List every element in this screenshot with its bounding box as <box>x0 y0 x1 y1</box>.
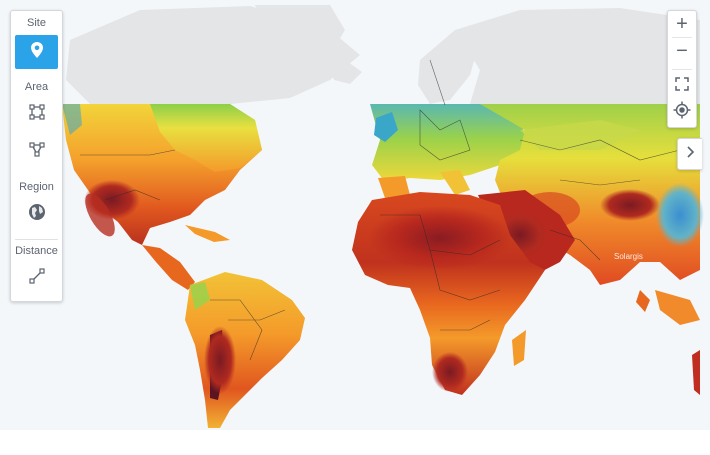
area-polygon-button[interactable] <box>15 97 58 131</box>
fullscreen-button[interactable] <box>668 73 696 99</box>
map-attribution: Solargis <box>614 252 643 261</box>
polygon-area-icon <box>28 103 46 126</box>
distance-label: Distance <box>15 245 58 257</box>
area-nodes-button[interactable] <box>15 135 58 169</box>
europe <box>370 104 530 198</box>
locate-button[interactable] <box>668 99 696 125</box>
south-america <box>185 272 305 428</box>
globe-icon <box>27 202 47 227</box>
chevron-right-icon <box>685 145 695 163</box>
location-pin-icon <box>29 41 45 64</box>
crosshair-icon <box>673 101 691 124</box>
zoom-divider <box>672 37 692 38</box>
expand-panel-button[interactable] <box>677 138 702 170</box>
fullscreen-icon <box>675 76 689 96</box>
site-button[interactable] <box>15 35 58 69</box>
africa <box>352 192 545 395</box>
node-tree-icon <box>28 141 46 164</box>
distance-button[interactable] <box>15 261 58 295</box>
zoom-in-text: + <box>676 13 688 35</box>
zoom-in-button[interactable]: + <box>668 11 696 37</box>
site-label: Site <box>27 17 46 29</box>
north-america <box>62 104 262 290</box>
area-label: Area <box>24 81 49 93</box>
ruler-line-icon <box>28 267 46 290</box>
solar-map[interactable] <box>0 0 710 430</box>
zoom-out-text: − <box>676 40 688 62</box>
region-label: Region <box>19 181 54 193</box>
controls-divider <box>672 69 692 70</box>
toolbar-divider <box>15 239 58 240</box>
drawing-toolbar: Site Area Regi <box>10 10 63 302</box>
map-controls: + − <box>667 10 697 128</box>
region-button[interactable] <box>15 197 58 231</box>
country-borders <box>80 59 681 361</box>
zoom-out-button[interactable]: − <box>668 38 696 64</box>
no-data-land <box>66 5 700 104</box>
